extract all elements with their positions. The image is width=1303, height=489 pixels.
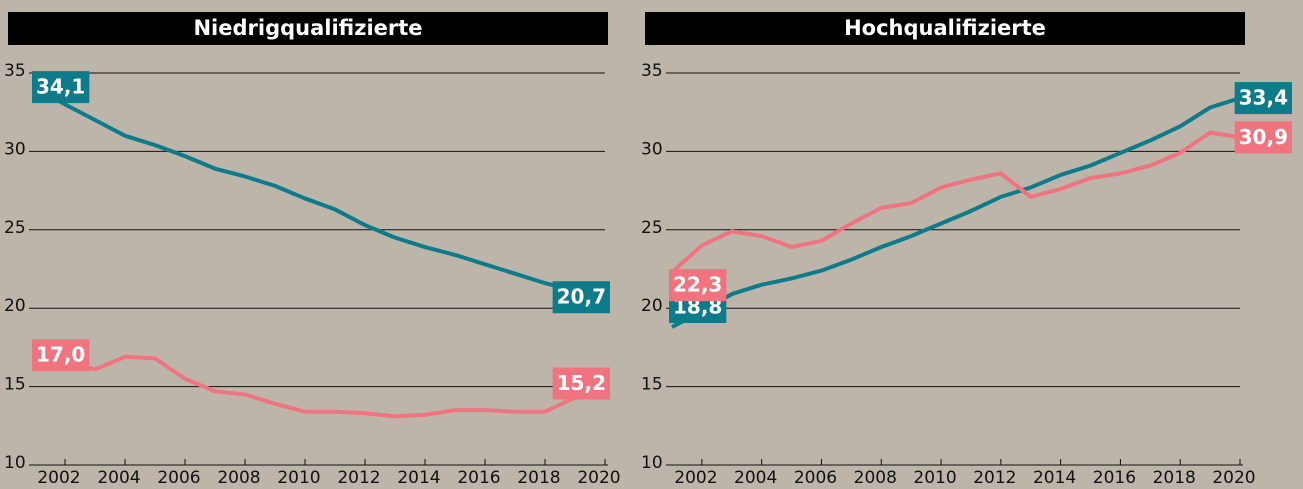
y-tick-label: 10 [4, 453, 26, 473]
value-label-text: 33,4 [1239, 86, 1288, 110]
x-tick-label: 2018 [517, 468, 560, 488]
x-tick-label: 2010 [277, 468, 320, 488]
value-label-text: 34,1 [36, 75, 85, 99]
value-label-box [32, 339, 90, 372]
x-tick-label: 2010 [913, 468, 956, 488]
y-tick-label: 15 [641, 375, 663, 395]
y-tick-label: 10 [641, 453, 663, 473]
x-tick-label: 2002 [674, 468, 717, 488]
x-tick-label: 2004 [734, 468, 777, 488]
value-label-box [1234, 121, 1292, 154]
value-label: 17,0 [32, 339, 90, 372]
x-tick-label: 2008 [217, 468, 260, 488]
y-tick-label: 30 [4, 139, 26, 159]
y-tick-label: 25 [641, 218, 663, 238]
x-tick-label: 2002 [37, 468, 80, 488]
chart-title: Hochqualifizierte [844, 16, 1046, 40]
y-tick-label: 30 [641, 139, 663, 159]
value-label-box [1234, 82, 1292, 115]
value-label: 33,4 [1234, 82, 1292, 115]
value-label-box [32, 71, 90, 104]
value-label-text: 15,2 [557, 371, 606, 395]
value-label: 34,1 [32, 71, 90, 104]
value-label: 15,2 [552, 367, 610, 400]
x-tick-label: 2014 [1033, 468, 1076, 488]
line [670, 130, 1241, 274]
title-bar [645, 12, 1245, 45]
y-tick-label: 35 [641, 61, 663, 81]
y-tick-label: 35 [4, 61, 26, 81]
x-tick-label: 2016 [1093, 468, 1136, 488]
value-label-box [669, 269, 727, 302]
value-label: 20,7 [552, 281, 610, 314]
line [34, 353, 606, 419]
x-tick-label: 2006 [794, 468, 837, 488]
value-label-box [552, 281, 610, 314]
x-tick-label: 2020 [1212, 468, 1255, 488]
x-tick-label: 2012 [973, 468, 1016, 488]
x-tick-label: 2008 [854, 468, 897, 488]
line [34, 85, 606, 300]
value-label-text: 17,0 [36, 343, 85, 367]
y-tick-label: 15 [4, 375, 26, 395]
x-tick-label: 2014 [397, 468, 440, 488]
y-tick-label: 25 [4, 218, 26, 238]
value-label: 22,3 [669, 269, 727, 302]
x-tick-label: 2012 [337, 468, 380, 488]
x-tick-label: 2004 [97, 468, 140, 488]
x-tick-label: 2020 [577, 468, 620, 488]
value-label-box [552, 367, 610, 400]
value-label-text: 20,7 [557, 285, 606, 309]
value-label-text: 30,9 [1239, 125, 1288, 149]
value-label: 30,9 [1234, 121, 1292, 154]
x-tick-label: 2016 [457, 468, 500, 488]
y-tick-label: 20 [641, 296, 663, 316]
x-tick-label: 2006 [157, 468, 200, 488]
chart-title: Niedrigqualifizierte [193, 16, 422, 40]
title-bar [8, 12, 608, 45]
x-tick-label: 2018 [1153, 468, 1196, 488]
y-tick-label: 20 [4, 296, 26, 316]
value-label-text: 22,3 [673, 273, 722, 297]
line [671, 96, 1241, 329]
